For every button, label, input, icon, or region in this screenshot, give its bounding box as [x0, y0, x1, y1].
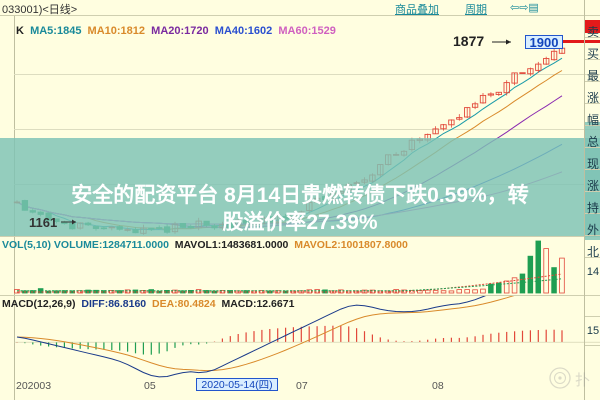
svg-text:扑: 扑 — [575, 372, 590, 389]
